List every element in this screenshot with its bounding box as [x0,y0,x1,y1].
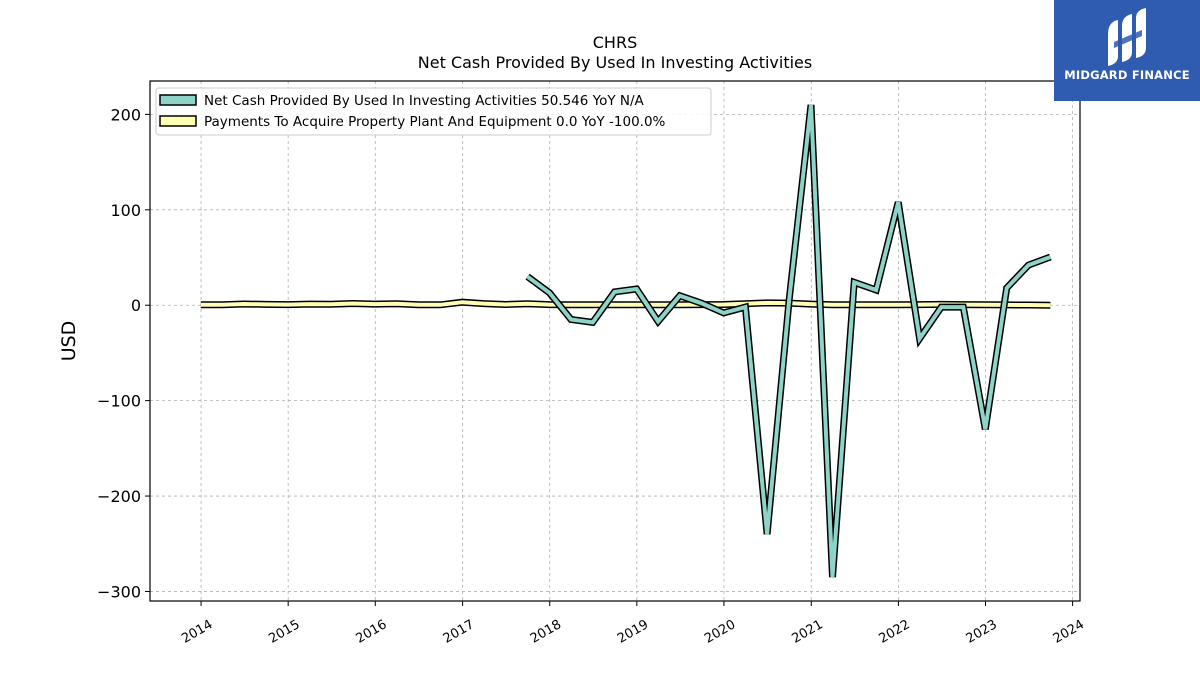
brand-logo: MIDGARD FINANCE [1054,0,1200,101]
brand-name: MIDGARD FINANCE [1064,68,1190,82]
x-tick-label: 2016 [353,617,389,647]
y-tick-label: −100 [97,392,141,411]
x-tick-label: 2023 [964,617,1000,647]
grid-lines [150,81,1080,601]
series-layer [200,104,1052,578]
y-axis-ticks: −300 −200 −100 0 100 200 [97,105,150,601]
x-tick-label: 2015 [266,617,302,647]
legend: Net Cash Provided By Used In Investing A… [155,87,712,136]
y-tick-label: −200 [97,487,141,506]
x-tick-label: 2022 [877,617,913,647]
x-tick-label: 2020 [702,617,738,647]
x-tick-label: 2021 [789,617,825,647]
y-axis-label: USD [58,321,80,362]
x-tick-label: 2019 [615,617,651,647]
x-tick-label: 2018 [528,617,564,647]
legend-swatch [159,94,197,106]
legend-frame [155,87,712,136]
chart-subtitle: Net Cash Provided By Used In Investing A… [418,53,812,72]
y-tick-label: 200 [110,105,141,124]
legend-entry: Net Cash Provided By Used In Investing A… [204,93,645,109]
x-tick-label: 2024 [1051,617,1087,647]
y-tick-label: 0 [131,296,141,315]
midgard-m-logo-icon [1108,8,1146,66]
x-tick-label: 2017 [441,617,477,647]
series-line [200,300,1051,308]
axes-frame [149,80,1081,602]
x-tick-label: 2014 [179,617,215,647]
series-line [526,104,1052,578]
y-tick-label: 100 [110,201,141,220]
y-tick-label: −300 [97,582,141,601]
series-line-outline [525,104,1052,578]
legend-swatch [159,115,197,127]
legend-entry: Payments To Acquire Property Plant And E… [204,114,666,130]
chart-title: CHRS [593,33,637,52]
x-axis-ticks: 2014 2015 2016 2017 2018 2019 2020 2021 2022 2023… [179,601,1087,647]
